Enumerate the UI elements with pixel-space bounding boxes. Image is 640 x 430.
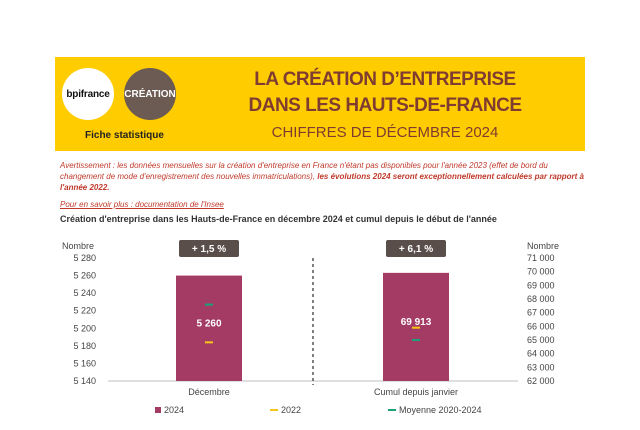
- chart-title: Création d'entreprise dans les Hauts-de-…: [60, 214, 497, 224]
- right-tick-label: 63 000: [527, 362, 555, 372]
- right-tick-label: 66 000: [527, 321, 555, 331]
- right-tick-label: 69 000: [527, 280, 555, 290]
- left-tick-label: 5 280: [73, 253, 96, 263]
- left-tick-label: 5 180: [73, 341, 96, 351]
- creation-logo: CRÉATION: [124, 68, 176, 120]
- category-label: Décembre: [188, 387, 230, 397]
- legend-label: Moyenne 2020-2024: [399, 405, 482, 415]
- right-tick-label: 71 000: [527, 253, 555, 263]
- left-tick-label: 5 220: [73, 306, 96, 316]
- warning-text: Avertissement : les données mensuelles s…: [60, 161, 548, 181]
- legend-swatch-2024: [155, 407, 161, 413]
- left-tick-label: 5 260: [73, 271, 96, 281]
- bar-value-label: 5 260: [196, 318, 221, 329]
- evolution-badge-text: + 1,5 %: [192, 244, 226, 255]
- title-line-2: DANS LES HAUTS-DE-FRANCE: [248, 95, 523, 116]
- right-tick-label: 64 000: [527, 349, 555, 359]
- legend-label: 2022: [281, 405, 301, 415]
- right-axis-title: Nombre: [527, 241, 559, 251]
- left-tick-label: 5 160: [73, 358, 96, 368]
- bar-value-label: 69 913: [401, 317, 432, 328]
- bar-2024: [176, 275, 242, 381]
- left-tick-label: 5 140: [73, 376, 96, 386]
- header-subtitle: CHIFFRES DE DÉCEMBRE 2024: [271, 124, 499, 141]
- warning-bold: les évolutions 2024 seront exceptionnell…: [60, 172, 584, 192]
- warning-notice: Avertissement : les données mensuelles s…: [60, 160, 590, 193]
- left-tick-label: 5 200: [73, 323, 96, 333]
- right-tick-label: 68 000: [527, 294, 555, 304]
- evolution-badge-text: + 6,1 %: [399, 244, 433, 255]
- legend-label: 2024: [164, 405, 184, 415]
- left-axis-title: Nombre: [62, 241, 94, 251]
- right-tick-label: 70 000: [527, 267, 555, 277]
- category-label: Cumul depuis janvier: [374, 387, 458, 397]
- fiche-label: Fiche statistique: [85, 130, 164, 141]
- right-tick-label: 67 000: [527, 308, 555, 318]
- insee-doc-link[interactable]: Pour en savoir plus : documentation de l…: [60, 200, 224, 209]
- left-tick-label: 5 240: [73, 288, 96, 298]
- right-tick-label: 62 000: [527, 376, 555, 386]
- right-tick-label: 65 000: [527, 335, 555, 345]
- evolution-badge: [179, 240, 239, 257]
- title-line-1: LA CRÉATION D’ENTREPRISE: [254, 69, 516, 90]
- bpifrance-logo: bpifrance: [62, 68, 114, 120]
- evolution-badge: [386, 240, 446, 257]
- header-banner: bpifrance CRÉATION Fiche statistique LA …: [55, 57, 585, 151]
